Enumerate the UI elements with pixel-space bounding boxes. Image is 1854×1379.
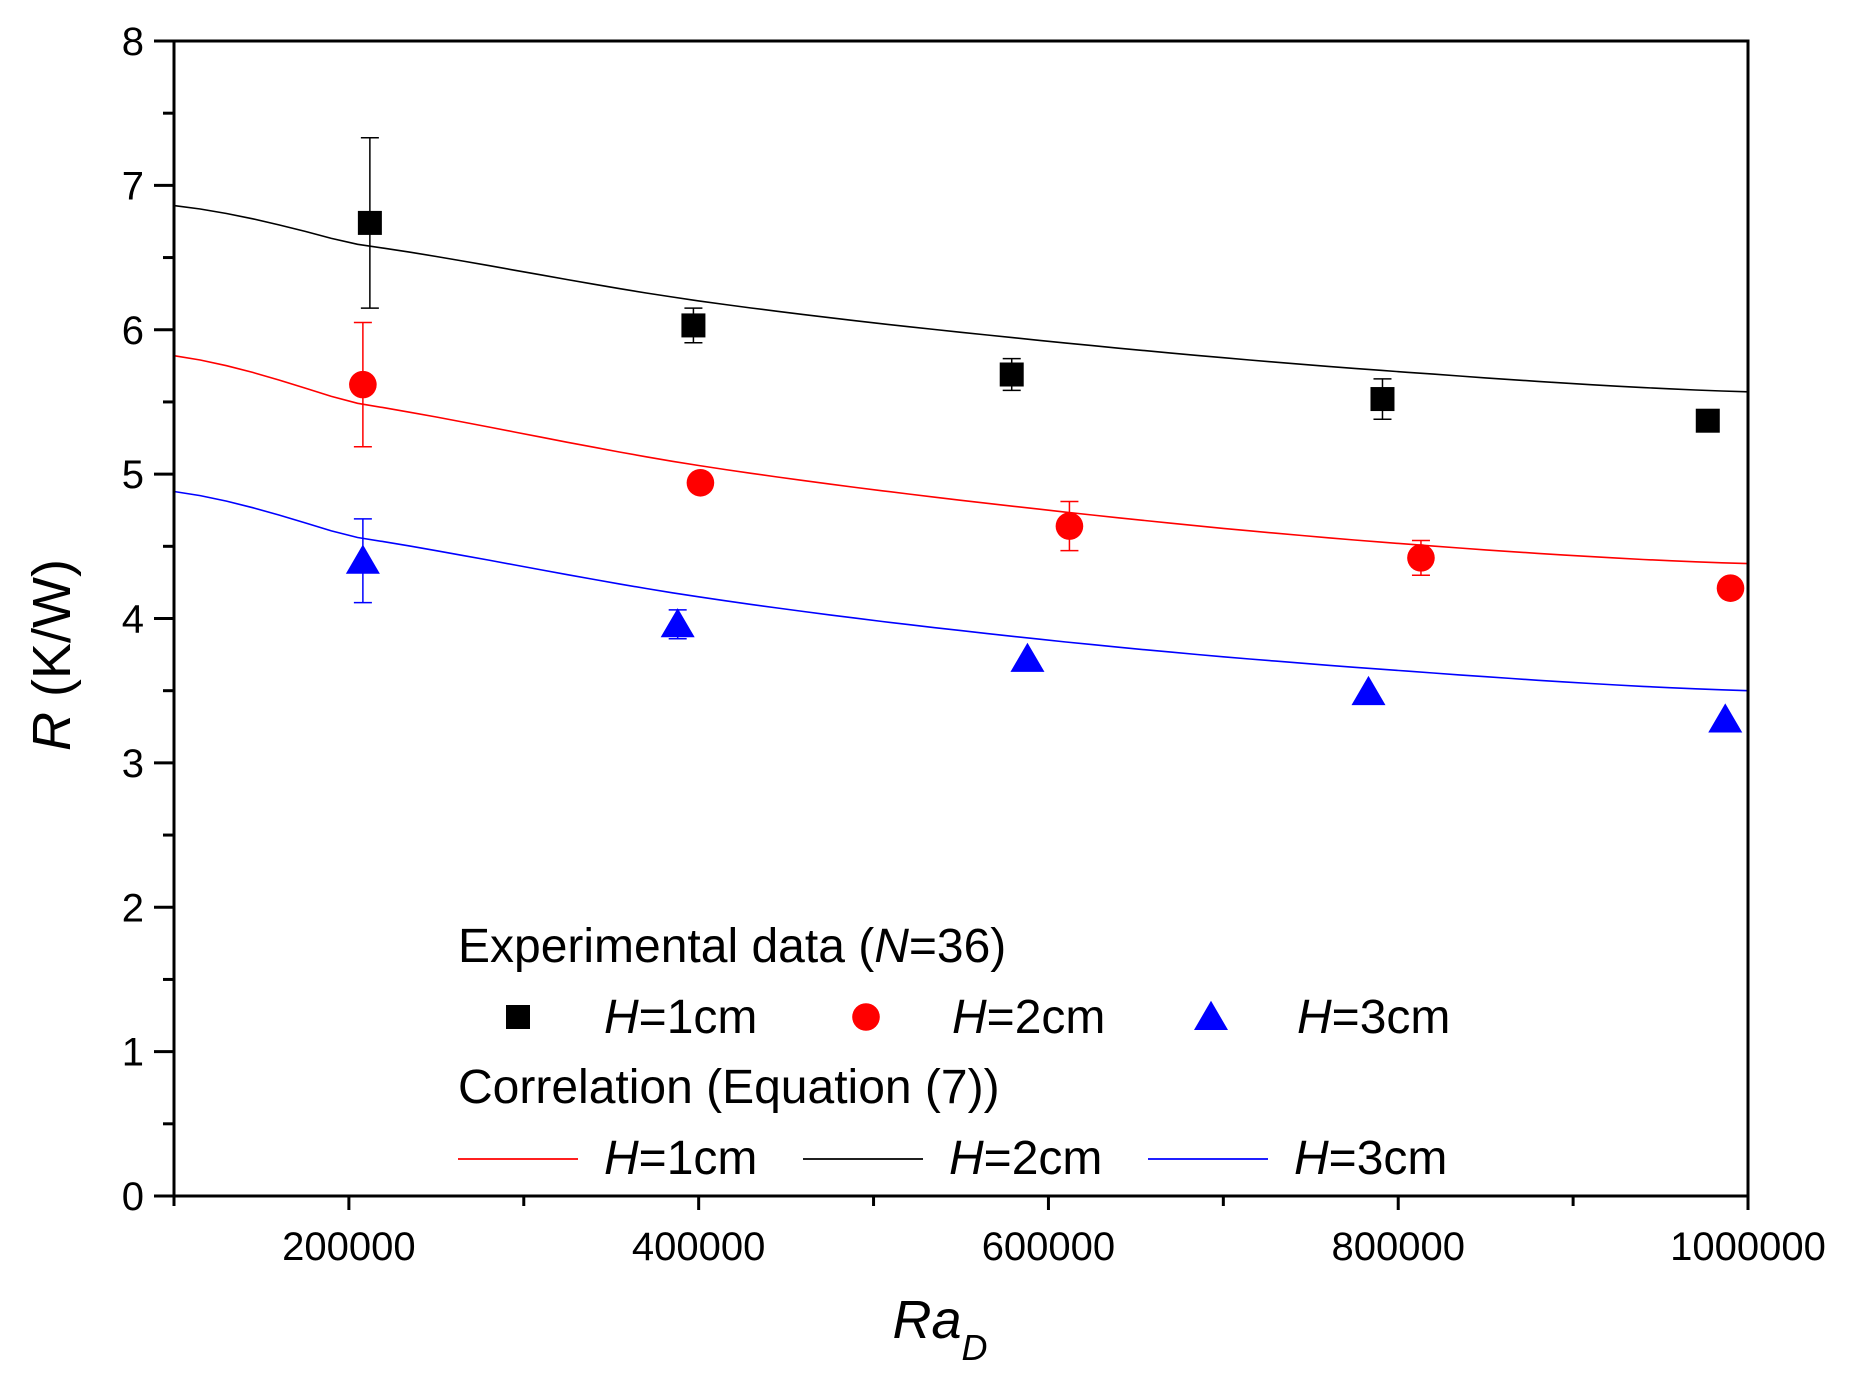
- legend-experimental-title: Experimental data (N=36): [458, 920, 1006, 973]
- data-point-H-3cm: [1351, 675, 1386, 706]
- x-tick-label: 400000: [632, 1225, 765, 1269]
- legend-marker-label: H=1cm: [604, 991, 757, 1044]
- y-tick-label: 8: [122, 20, 144, 64]
- data-point-H-3cm: [345, 544, 380, 574]
- data-point-H-2cm: [349, 370, 377, 399]
- legend-marker-label: H=2cm: [952, 991, 1105, 1044]
- data-point-H-1cm: [357, 210, 382, 235]
- x-tick-label: 800000: [1331, 1225, 1464, 1269]
- legend-correlation-title: Correlation (Equation (7)): [458, 1061, 1000, 1114]
- data-point-H-1cm: [1370, 387, 1395, 412]
- legend-marker-triangle: [1193, 1000, 1229, 1030]
- y-tick-label: 0: [122, 1175, 144, 1219]
- y-tick-label: 2: [122, 886, 144, 930]
- correlation-curve-H-2cm: [173, 204, 1749, 393]
- legend-line-label: H=3cm: [1294, 1132, 1447, 1185]
- correlation-curve-H-3cm: [173, 490, 1749, 692]
- data-point-H-3cm: [1010, 642, 1045, 672]
- y-tick-label: 6: [122, 309, 144, 353]
- x-tick-label: 200000: [282, 1225, 415, 1269]
- axes: 200000 400000 600000 800000 1000000 0 1 2 3 4 5 6 7 8: [122, 20, 1826, 1269]
- data-point-H-2cm: [1407, 544, 1435, 572]
- y-tick-label: 3: [122, 742, 144, 786]
- legend-marker-circle: [852, 1003, 880, 1031]
- data-point-H-2cm: [1716, 574, 1745, 602]
- data-point-H-3cm: [1708, 703, 1743, 733]
- data-point-H-1cm: [1695, 408, 1720, 433]
- data-point-H-3cm: [660, 608, 695, 638]
- x-tick-label: 600000: [982, 1225, 1115, 1269]
- legend: Experimental data (N=36) H=1cm H=2cm H=3cm C…: [458, 920, 1450, 1185]
- legend-marker-label: H=3cm: [1297, 991, 1450, 1044]
- data-point-H-2cm: [686, 468, 715, 497]
- plot-area: [173, 136, 1749, 733]
- legend-line-label: H=2cm: [949, 1132, 1102, 1185]
- y-tick-label: 1: [122, 1031, 144, 1075]
- legend-line-label: H=1cm: [604, 1132, 757, 1185]
- y-tick-label: 7: [122, 164, 144, 208]
- data-point-H-1cm: [681, 313, 706, 338]
- y-tick-label: 5: [122, 453, 144, 497]
- data-point-H-2cm: [1055, 512, 1084, 540]
- y-axis-title: R (K/W): [22, 559, 82, 751]
- y-tick-label: 4: [122, 598, 144, 642]
- legend-marker-square: [506, 1005, 530, 1029]
- data-point-H-1cm: [999, 362, 1024, 387]
- x-axis-title: RaD: [892, 1290, 987, 1368]
- correlation-curve-H-1cm: [173, 354, 1749, 565]
- x-tick-label: 1000000: [1670, 1225, 1826, 1269]
